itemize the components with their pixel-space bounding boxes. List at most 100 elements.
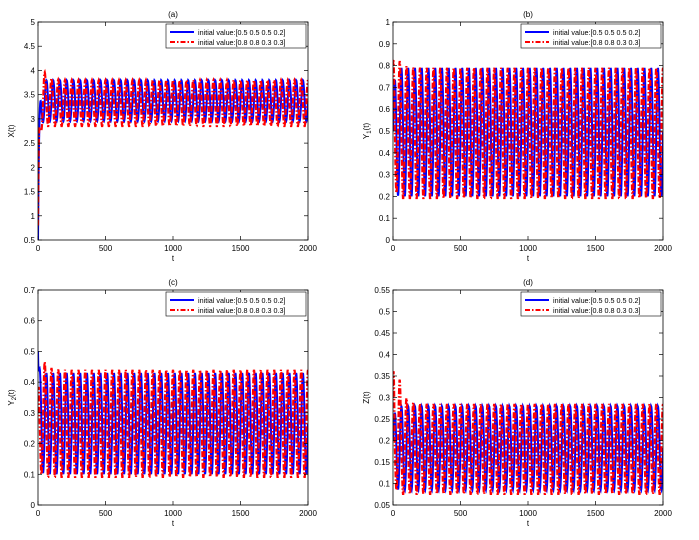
- x-tick-label: 1000: [519, 244, 537, 253]
- subplot-c: 0 500 1000 1500 2000 0 0.1 0.2 0.3 0.4 0.5 0.6 0.7 (c…: [7, 278, 317, 528]
- y-tick-label: 0.15: [374, 458, 390, 467]
- y-tick-label: 0.4: [379, 149, 391, 158]
- legend: initial value:[0.5 0.5 0.5 0.2]initial v…: [520, 23, 662, 49]
- y-tick-label: 0: [31, 501, 36, 510]
- y-tick-label: 0.25: [374, 415, 390, 424]
- x-tick-label: 500: [454, 244, 468, 253]
- y-axis-label-subscript: 1: [367, 130, 373, 134]
- legend-entry-2: initial value:[0.8 0.8 0.3 0.3]: [198, 38, 286, 47]
- x-tick-label: 0: [391, 509, 396, 518]
- x-tick-label: 0: [391, 244, 396, 253]
- y-tick-label: 2: [31, 163, 36, 172]
- y-tick-label: 0.35: [374, 372, 390, 381]
- y-tick-label: 1.5: [24, 188, 36, 197]
- y-tick-label: 0.7: [24, 286, 36, 295]
- y-tick-label: 0.55: [374, 286, 390, 295]
- x-axis-label: t: [172, 254, 175, 263]
- x-tick-label: 1500: [587, 244, 605, 253]
- x-tick-label: 500: [99, 509, 113, 518]
- x-tick-label: 500: [454, 509, 468, 518]
- series-line-2: [393, 59, 663, 200]
- series-line-1: [38, 78, 308, 240]
- y-tick-label: 0.7: [379, 83, 391, 92]
- legend-entry-1: initial value:[0.5 0.5 0.5 0.2]: [553, 28, 641, 37]
- y-tick-label: 1: [31, 212, 36, 221]
- legend-entry-2: initial value:[0.8 0.8 0.3 0.3]: [553, 306, 641, 315]
- x-tick-label: 1500: [232, 509, 250, 518]
- y-axis-label-main: Y: [362, 133, 371, 139]
- legend-entry-2: initial value:[0.8 0.8 0.3 0.3]: [553, 38, 641, 47]
- y-tick-label: 5: [31, 18, 36, 27]
- y-tick-label: 0.8: [379, 62, 391, 71]
- y-tick-label: 0.9: [379, 40, 391, 49]
- y-tick-label: 3.5: [24, 91, 36, 100]
- y-tick-label: 0.6: [379, 105, 391, 114]
- y-tick-label: 0.4: [379, 351, 391, 360]
- x-tick-label: 500: [99, 244, 113, 253]
- y-tick-label: 0: [386, 236, 391, 245]
- y-axis-label: Y1(t): [362, 123, 373, 140]
- x-tick-label: 0: [36, 244, 41, 253]
- y-tick-label: 0.1: [24, 470, 36, 479]
- x-tick-label: 1000: [164, 244, 182, 253]
- legend-entry-1: initial value:[0.5 0.5 0.5 0.2]: [198, 28, 286, 37]
- y-tick-label: 0.2: [379, 192, 391, 201]
- x-tick-label: 1500: [232, 244, 250, 253]
- x-tick-label: 0: [36, 509, 41, 518]
- legend-entry-2: initial value:[0.8 0.8 0.3 0.3]: [198, 306, 286, 315]
- y-tick-label: 0.3: [379, 171, 391, 180]
- x-tick-label: 2000: [654, 509, 672, 518]
- x-axis-label: t: [172, 519, 175, 528]
- y-tick-label: 4: [31, 66, 36, 75]
- x-tick-label: 1000: [519, 509, 537, 518]
- legend: initial value:[0.5 0.5 0.5 0.2]initial v…: [165, 23, 307, 49]
- subplot-d: 0 500 1000 1500 2000 0.05 0.1 0.15 0.2 0.25 0.3 0.3…: [362, 278, 672, 528]
- y-axis-label-main: Y: [7, 400, 16, 406]
- y-axis-label-suffix: (t): [7, 389, 16, 397]
- legend-box: [165, 23, 307, 49]
- y-tick-label: 2.5: [24, 139, 36, 148]
- y-tick-label: 0.5: [24, 236, 36, 245]
- legend-entry-1: initial value:[0.5 0.5 0.5 0.2]: [553, 296, 641, 305]
- y-axis-label: Z(t): [362, 391, 371, 404]
- x-tick-label: 2000: [299, 509, 317, 518]
- legend-box: [165, 291, 307, 317]
- series-line-2: [38, 68, 308, 226]
- x-axis-label: t: [527, 254, 530, 263]
- y-tick-label: 0.05: [374, 501, 390, 510]
- y-tick-label: 4.5: [24, 42, 36, 51]
- y-tick-label: 1: [386, 18, 391, 27]
- y-axis-label-subscript: 2: [12, 396, 18, 400]
- x-tick-label: 1000: [164, 509, 182, 518]
- legend: initial value:[0.5 0.5 0.5 0.2]initial v…: [520, 291, 662, 317]
- y-tick-label: 0.5: [379, 308, 391, 317]
- y-axis-label-suffix: (t): [362, 123, 371, 131]
- y-tick-label: 0.45: [374, 329, 390, 338]
- y-tick-label: 0.3: [24, 409, 36, 418]
- y-tick-label: 0.6: [24, 317, 36, 326]
- y-axis-label-main: X(t): [7, 124, 16, 137]
- y-tick-label: 0.5: [24, 347, 36, 356]
- y-tick-label: 0.3: [379, 394, 391, 403]
- y-tick-label: 0.1: [379, 480, 391, 489]
- y-tick-label: 0.5: [379, 127, 391, 136]
- y-tick-label: 0.2: [24, 440, 36, 449]
- x-tick-label: 1500: [587, 509, 605, 518]
- chart-title: (a): [168, 10, 178, 19]
- subplot-b: 0 500 1000 1500 2000 0 0.1 0.2 0.3 0.4 0.5 0.6 0.7 0.…: [362, 10, 672, 263]
- legend-box: [520, 23, 662, 49]
- y-axis-label: Y2(t): [7, 389, 18, 406]
- subplot-a: 0 500 1000 1500 2000 0.5 1 1.5 2 2.5 3 3.5 4 4.5 5 (a) t…: [7, 10, 317, 263]
- x-tick-label: 2000: [299, 244, 317, 253]
- x-tick-label: 2000: [654, 244, 672, 253]
- chart-title: (d): [523, 278, 533, 287]
- chart-title: (c): [168, 278, 178, 287]
- y-axis-label-main: Z(t): [362, 391, 371, 404]
- y-tick-label: 0.4: [24, 378, 36, 387]
- y-tick-label: 0.1: [379, 214, 391, 223]
- series-line-2: [393, 371, 663, 496]
- y-tick-label: 0.2: [379, 437, 391, 446]
- axes-frame: [37, 21, 309, 241]
- y-tick-label: 3: [31, 115, 36, 124]
